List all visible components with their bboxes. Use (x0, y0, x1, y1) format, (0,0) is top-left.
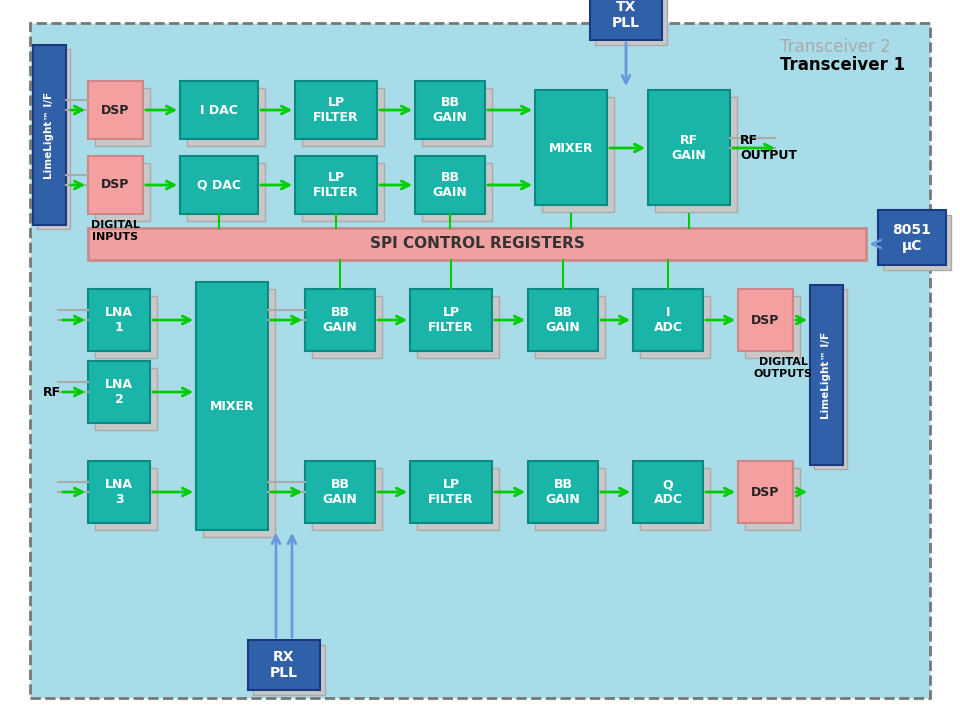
Bar (648, 90, 730, 205)
Bar (810, 285, 843, 465)
Text: DSP: DSP (751, 485, 780, 498)
Bar (528, 461, 598, 523)
Bar (738, 461, 793, 523)
Bar (633, 461, 703, 523)
Text: BB
GAIN: BB GAIN (323, 306, 357, 334)
Bar (655, 97, 737, 212)
Bar (302, 88, 384, 146)
Bar (745, 468, 800, 530)
Bar (180, 156, 258, 214)
Bar (417, 296, 499, 358)
Text: BB
GAIN: BB GAIN (545, 478, 581, 506)
Bar (33, 45, 66, 225)
Bar (535, 296, 605, 358)
Bar (814, 289, 847, 469)
Text: LNA
1: LNA 1 (105, 306, 133, 334)
Bar (745, 296, 800, 358)
Bar (535, 468, 605, 530)
Text: I DAC: I DAC (200, 104, 238, 117)
Text: TX
PLL: TX PLL (612, 0, 640, 30)
Bar (295, 81, 377, 139)
Bar (187, 88, 265, 146)
Text: LNA
3: LNA 3 (105, 478, 133, 506)
Text: I
ADC: I ADC (654, 306, 683, 334)
Text: LimeLight™ I/F: LimeLight™ I/F (44, 91, 54, 179)
Text: MIXER: MIXER (209, 400, 254, 413)
Bar (633, 289, 703, 351)
Bar (417, 468, 499, 530)
Text: DSP: DSP (751, 313, 780, 326)
Bar (295, 156, 377, 214)
Bar (180, 81, 258, 139)
Bar (312, 468, 382, 530)
Bar (542, 97, 614, 212)
Bar (88, 289, 150, 351)
Bar (312, 296, 382, 358)
Text: BB
GAIN: BB GAIN (433, 96, 468, 124)
Bar (415, 81, 485, 139)
Bar (640, 296, 710, 358)
Text: DSP: DSP (101, 104, 130, 117)
Bar (253, 645, 325, 695)
Bar (95, 88, 150, 146)
Text: LNA
2: LNA 2 (105, 378, 133, 406)
Text: BB
GAIN: BB GAIN (545, 306, 581, 334)
Bar (535, 90, 607, 205)
Bar (422, 163, 492, 221)
Bar (88, 228, 866, 260)
Bar (88, 156, 143, 214)
Text: LimeLight™ I/F: LimeLight™ I/F (821, 331, 831, 418)
Bar (248, 640, 320, 690)
Text: LP
FILTER: LP FILTER (428, 306, 474, 334)
Bar (302, 163, 384, 221)
Bar (88, 361, 150, 423)
Text: BB
GAIN: BB GAIN (323, 478, 357, 506)
Text: LP
FILTER: LP FILTER (313, 96, 359, 124)
Bar (590, 0, 662, 40)
Text: DIGITAL
INPUTS: DIGITAL INPUTS (90, 220, 139, 242)
Bar (528, 289, 598, 351)
Text: LP
FILTER: LP FILTER (428, 478, 474, 506)
Bar (738, 289, 793, 351)
Bar (305, 289, 375, 351)
Text: LP
FILTER: LP FILTER (313, 171, 359, 199)
Bar (883, 215, 951, 270)
Text: BB
GAIN: BB GAIN (433, 171, 468, 199)
Bar (88, 461, 150, 523)
Text: RF
GAIN: RF GAIN (672, 134, 707, 162)
Text: Transceiver 1: Transceiver 1 (780, 56, 905, 74)
Bar (203, 289, 275, 537)
Bar (187, 163, 265, 221)
Text: 8051
μC: 8051 μC (893, 223, 931, 253)
Bar (95, 296, 157, 358)
Text: Transceiver 2: Transceiver 2 (780, 38, 891, 56)
Text: SPI CONTROL REGISTERS: SPI CONTROL REGISTERS (370, 236, 585, 251)
Text: Q
ADC: Q ADC (654, 478, 683, 506)
Bar (410, 461, 492, 523)
Bar (410, 289, 492, 351)
Bar (422, 88, 492, 146)
Bar (305, 461, 375, 523)
Text: RF: RF (43, 385, 61, 398)
Bar (595, 0, 667, 45)
Bar (196, 282, 268, 530)
Bar (415, 156, 485, 214)
Bar (37, 49, 70, 229)
Text: RX
PLL: RX PLL (270, 650, 298, 680)
Text: DIGITAL
OUTPUTS: DIGITAL OUTPUTS (754, 357, 812, 379)
Bar (878, 210, 946, 265)
Text: MIXER: MIXER (549, 142, 593, 155)
Bar (95, 368, 157, 430)
Bar (95, 468, 157, 530)
Bar (640, 468, 710, 530)
Text: RF
OUTPUT: RF OUTPUT (740, 134, 797, 162)
Bar (95, 163, 150, 221)
Text: DSP: DSP (101, 179, 130, 192)
Bar (88, 81, 143, 139)
Text: Q DAC: Q DAC (197, 179, 241, 192)
